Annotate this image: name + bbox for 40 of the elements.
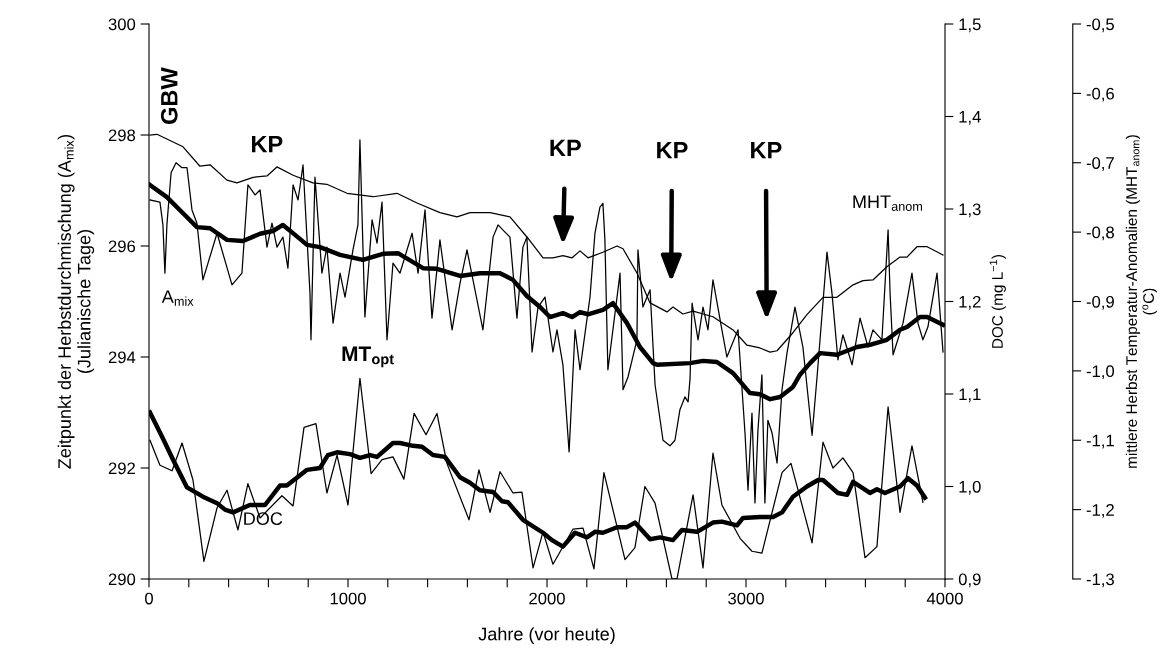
text: mittlere Herbst Temperatur-Anomalien (MHT$_{anom}$) ($^{o}$C): [1125, 135, 1158, 468]
y-tick-label: 298: [108, 129, 136, 142]
y3-tick-label: -0,9: [1086, 295, 1114, 310]
y3-tick-label: -0,5: [1086, 18, 1114, 33]
y2-axis-title: DOC (mg L$^{−1}$): [989, 254, 1006, 348]
y3-tick-label: -1,2: [1086, 504, 1114, 518]
annotation: MT$_{opt}$: [342, 346, 394, 368]
y-tick-label: 300: [108, 18, 136, 31]
annotation: GBW: [160, 67, 178, 125]
y2-tick-label: 0,9: [958, 573, 981, 588]
y2-tick-label: 1,1: [959, 388, 981, 403]
y-tick-label: 296: [108, 240, 136, 253]
annotation: A$_{mix}$: [161, 290, 194, 306]
y3-tick-label: -0,7: [1086, 157, 1114, 171]
x-tick-label: 2000: [529, 592, 565, 605]
annotation: MHT$_{anom}$: [853, 195, 922, 211]
y3-tick-label: -0,6: [1086, 87, 1114, 102]
y3-tick-label: -1,3: [1086, 573, 1114, 588]
y2-tick-label: 1,0: [959, 480, 981, 495]
y2-tick-label: 1,3: [959, 203, 981, 218]
x-tick-label: 0: [145, 592, 153, 605]
y2-tick-label: 1,4: [959, 111, 981, 125]
y-tick-label: 290: [108, 573, 136, 586]
y-tick-label: 292: [108, 462, 135, 475]
annotation: KP: [657, 142, 688, 159]
x-tick-label: 4000: [926, 592, 963, 605]
y2-tick-label: 1,2: [959, 295, 981, 310]
x-tick-label: 3000: [728, 592, 764, 605]
y2-tick-label: 1,5: [959, 18, 981, 33]
y3-tick-label: -0,8: [1086, 226, 1114, 241]
text: Zeitpunkt der Herbstdurchmischung (A$_{mix}$) (Julianische Tage): [57, 134, 95, 469]
y3-tick-label: -1,1: [1086, 434, 1114, 449]
x-tick-label: 1000: [330, 592, 366, 605]
y3-tick-label: -1,0: [1086, 365, 1115, 380]
annotation: KP: [251, 135, 283, 153]
annotation: KP: [550, 139, 581, 157]
annotation: DOC: [244, 512, 283, 526]
annotation: KP: [751, 142, 782, 159]
x-axis-title: Jahre (vor heute): [478, 627, 615, 644]
y-tick-label: 294: [108, 351, 136, 364]
